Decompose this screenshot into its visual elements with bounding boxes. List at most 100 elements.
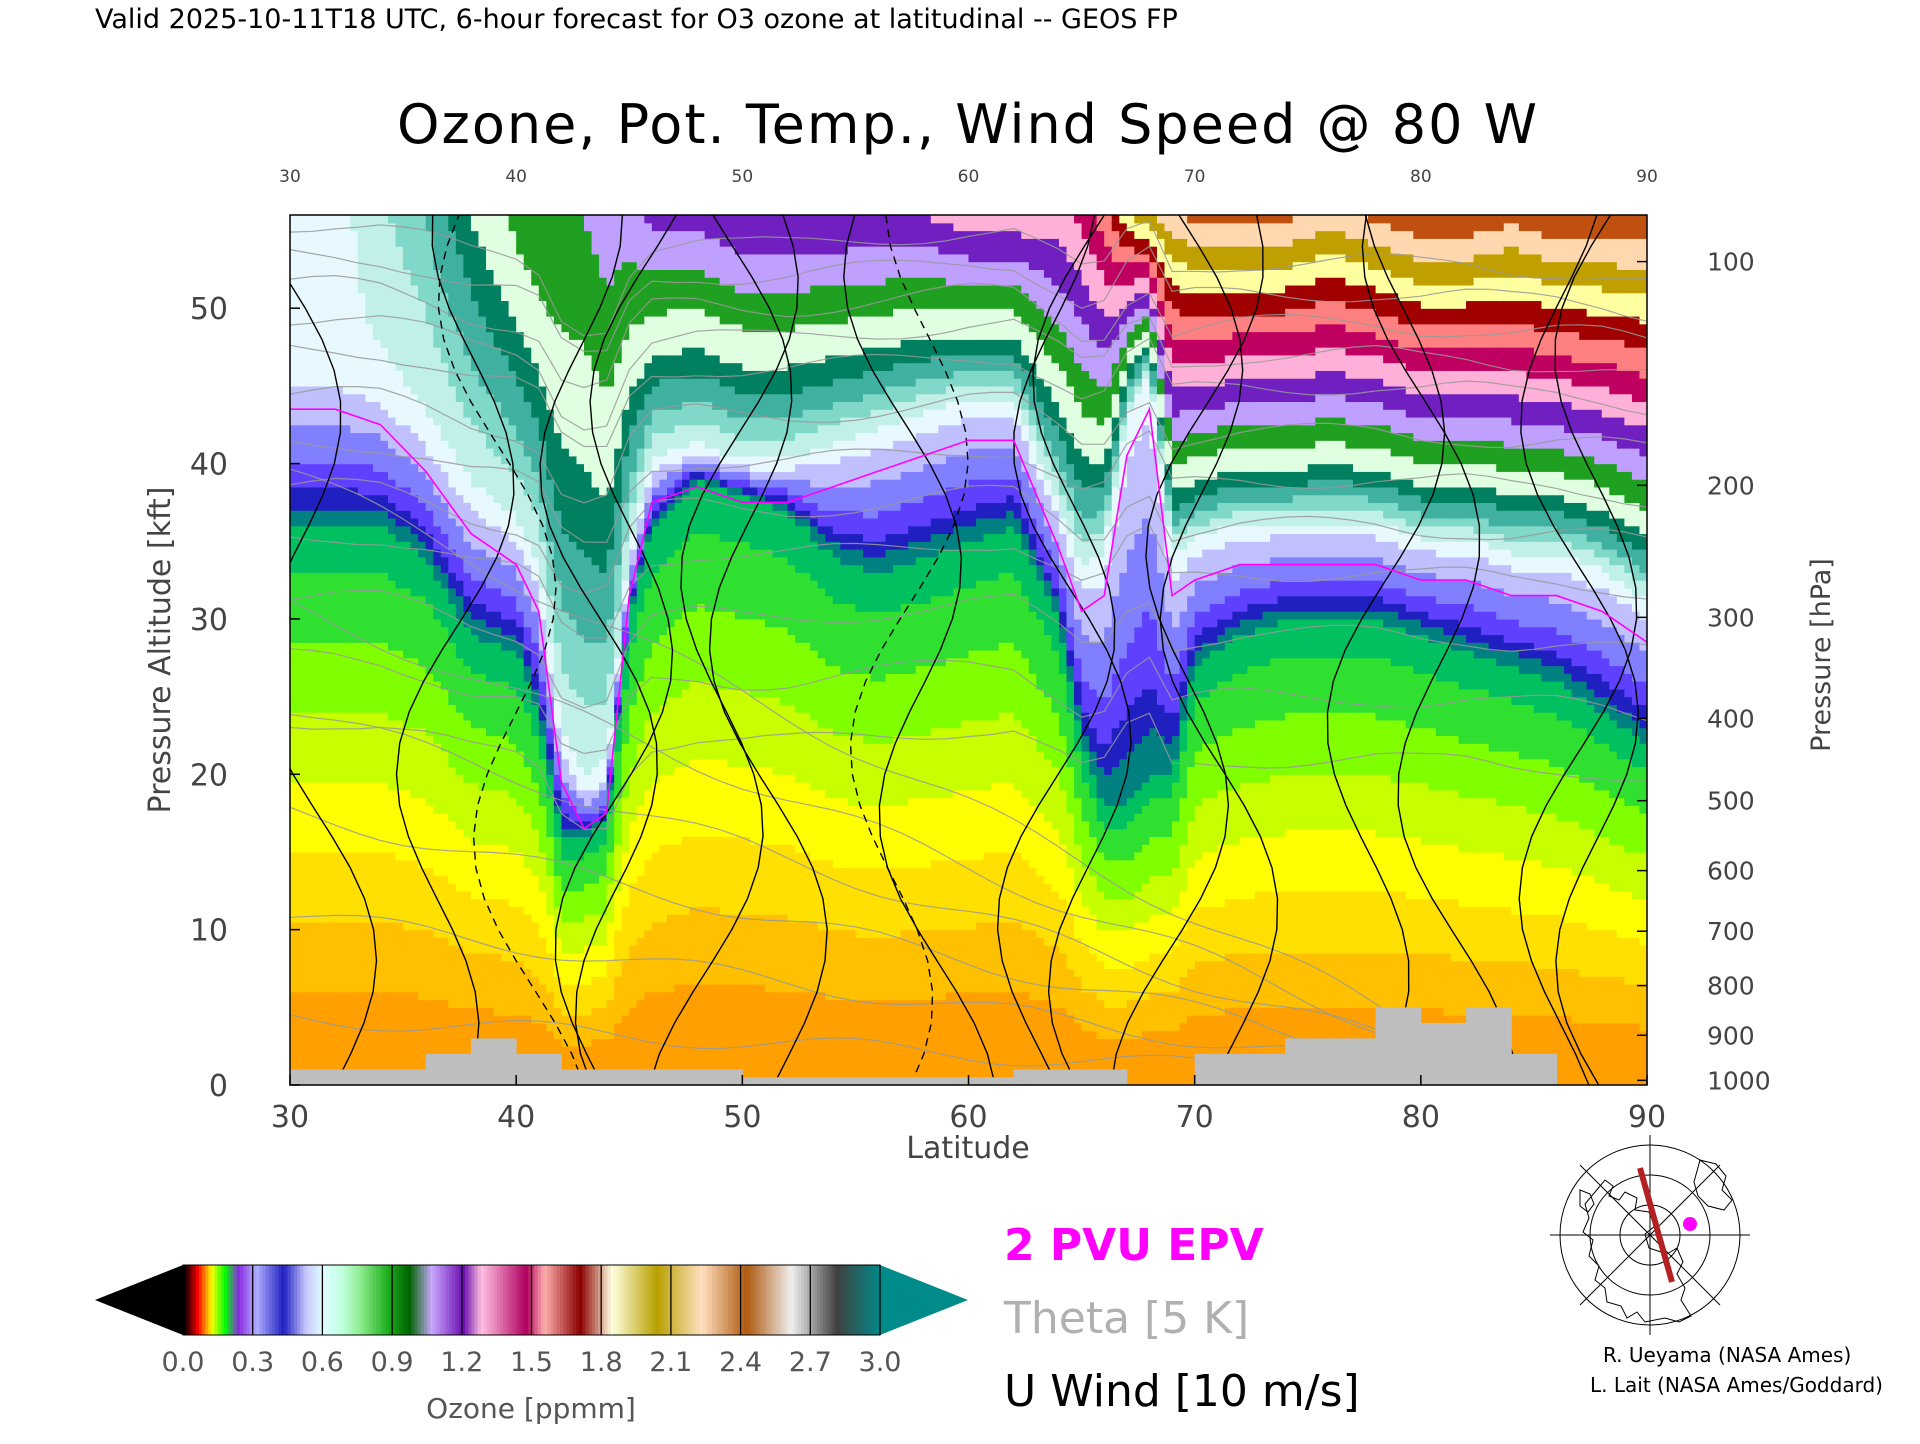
- ozone-cell: [448, 836, 457, 845]
- ozone-cell: [380, 890, 389, 900]
- ozone-cell: [305, 502, 314, 511]
- ozone-cell: [290, 222, 299, 232]
- ozone-cell: [546, 277, 555, 286]
- ozone-cell: [410, 642, 419, 651]
- ozone-cell: [599, 572, 608, 581]
- ozone-cell: [372, 789, 382, 799]
- ozone-cell: [553, 813, 562, 822]
- ozone-cell: [621, 650, 630, 659]
- ozone-cell: [523, 735, 532, 744]
- ozone-cell: [395, 704, 404, 713]
- ozone-cell: [561, 836, 570, 845]
- ozone-cell: [614, 929, 623, 939]
- ozone-cell: [523, 782, 532, 791]
- ozone-cell: [312, 541, 321, 550]
- ozone-cell: [455, 362, 464, 371]
- ozone-cell: [523, 688, 532, 698]
- ozone-cell: [486, 424, 495, 434]
- ozone-cell: [380, 494, 389, 504]
- ozone-cell: [297, 719, 306, 729]
- ozone-cell: [425, 820, 434, 830]
- ozone-cell: [538, 883, 547, 892]
- ozone-cell: [591, 463, 600, 472]
- ozone-cell: [403, 921, 412, 931]
- ozone-cell: [365, 906, 374, 915]
- ozone-cell: [290, 424, 299, 434]
- ozone-cell: [380, 1046, 389, 1055]
- ozone-cell: [448, 463, 457, 472]
- ozone-cell: [538, 471, 547, 480]
- ozone-cell: [599, 665, 608, 674]
- ozone-cell: [410, 820, 419, 830]
- ozone-cell: [433, 758, 442, 768]
- ozone-cell: [388, 1046, 397, 1055]
- ozone-cell: [320, 937, 329, 946]
- ozone-cell: [621, 1061, 630, 1071]
- ozone-cell: [388, 479, 397, 488]
- ozone-cell: [327, 883, 336, 892]
- ozone-cell: [508, 883, 517, 892]
- ozone-cell: [591, 1022, 600, 1032]
- ozone-cell: [516, 766, 525, 775]
- ozone-cell: [433, 937, 442, 946]
- ozone-cell: [576, 603, 585, 612]
- ozone-cell: [448, 797, 457, 806]
- ozone-cell: [561, 611, 570, 620]
- ozone-cell: [478, 1007, 487, 1016]
- ozone-cell: [568, 323, 578, 333]
- ozone-cell: [546, 914, 555, 923]
- ozone-cell: [584, 665, 593, 674]
- ozone-cell: [320, 323, 329, 333]
- ozone-cell: [523, 269, 532, 278]
- ozone-cell: [440, 774, 449, 783]
- ozone-cell: [553, 797, 562, 806]
- ozone-cell: [312, 284, 321, 294]
- ozone-cell: [433, 587, 442, 597]
- ozone-cell: [395, 750, 404, 760]
- ozone-cell: [576, 719, 585, 729]
- ozone-cell: [470, 704, 480, 713]
- ozone-cell: [591, 945, 600, 954]
- ozone-cell: [606, 440, 615, 449]
- ozone-cell: [372, 401, 382, 410]
- ozone-cell: [561, 704, 570, 713]
- ozone-cell: [290, 758, 299, 768]
- ozone-cell: [327, 1053, 336, 1063]
- ozone-cell: [320, 712, 329, 721]
- ozone-cell: [523, 844, 532, 853]
- ozone-cell: [372, 914, 382, 923]
- ozone-cell: [388, 952, 397, 962]
- ozone-cell: [584, 479, 593, 488]
- ozone-cell: [448, 875, 457, 884]
- ozone-cell: [455, 937, 464, 946]
- ozone-cell: [561, 378, 570, 387]
- ozone-cell: [388, 238, 397, 247]
- ozone-cell: [425, 890, 434, 900]
- ozone-cell: [470, 976, 480, 985]
- ozone-cell: [425, 999, 434, 1008]
- ozone-cell: [478, 246, 487, 255]
- ozone-cell: [478, 820, 487, 830]
- ozone-cell: [478, 1022, 487, 1032]
- ozone-cell: [425, 564, 434, 573]
- ozone-cell: [440, 875, 449, 884]
- ozone-cell: [312, 859, 321, 869]
- ozone-cell: [448, 991, 457, 1001]
- ozone-cell: [305, 890, 314, 900]
- ozone-cell: [501, 494, 510, 504]
- ozone-cell: [388, 517, 397, 527]
- ozone-cell: [546, 766, 555, 775]
- ozone-cell: [561, 1053, 570, 1063]
- ozone-cell: [335, 1007, 344, 1016]
- ozone-cell: [561, 634, 570, 643]
- ozone-cell: [591, 564, 600, 573]
- ozone-cell: [546, 587, 555, 597]
- ozone-cell: [531, 820, 540, 830]
- ozone-cell: [546, 681, 555, 690]
- ozone-cell: [403, 354, 412, 364]
- ozone-cell: [591, 805, 600, 814]
- ozone-cell: [538, 890, 547, 900]
- ozone-cell: [501, 688, 510, 698]
- ozone-cell: [320, 284, 329, 294]
- ozone-cell: [599, 494, 608, 504]
